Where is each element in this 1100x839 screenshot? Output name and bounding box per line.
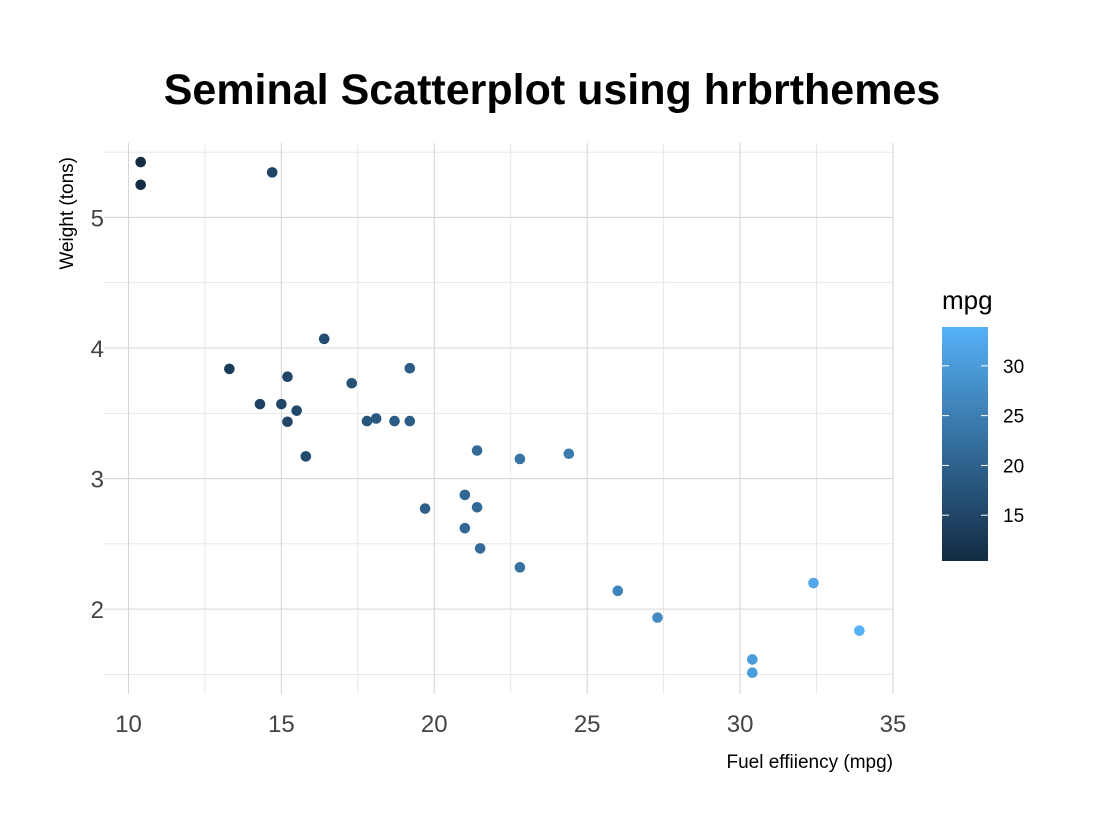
legend-tick-label: 25: [1003, 407, 1024, 428]
x-tick-label: 15: [268, 711, 295, 738]
data-point: [135, 179, 146, 191]
legend-tick-labels: 15 20 25 30: [942, 357, 1024, 527]
data-point: [404, 362, 416, 374]
data-point: [404, 415, 416, 427]
legend-tick-label: 15: [1003, 506, 1024, 527]
legend-colorbar: [942, 327, 988, 561]
legend-tick-label: 30: [1003, 357, 1024, 378]
data-point: [282, 371, 293, 383]
data-point: [459, 522, 471, 534]
data-point: [474, 543, 486, 554]
data-point: [514, 562, 526, 573]
data-point: [318, 333, 330, 345]
data-point: [389, 415, 400, 427]
data-point: [361, 415, 373, 427]
y-tick-label: 4: [91, 336, 104, 363]
data-point: [300, 451, 312, 462]
data-point: [135, 156, 146, 168]
major-gridlines: [104, 143, 894, 694]
data-point: [419, 503, 431, 514]
data-point: [370, 413, 382, 424]
y-axis-tick-labels: 2 3 4 5: [91, 205, 104, 624]
x-tick-label: 10: [115, 711, 142, 738]
chart-title: Seminal Scatterplot using hrbrthemes: [164, 66, 941, 114]
data-point: [471, 501, 483, 513]
data-point: [282, 416, 293, 428]
x-tick-label: 30: [727, 711, 754, 738]
data-point: [291, 405, 302, 416]
y-tick-label: 2: [91, 597, 104, 624]
data-point: [747, 654, 758, 665]
data-point: [254, 398, 266, 410]
x-axis-tick-labels: 10 15 20 25 30 35: [115, 711, 906, 738]
data-point: [854, 625, 865, 636]
data-point: [459, 489, 471, 501]
data-point: [276, 398, 287, 410]
data-point: [747, 667, 758, 679]
data-point: [808, 577, 819, 589]
data-point: [652, 612, 663, 623]
data-point: [471, 445, 483, 456]
x-tick-label: 35: [880, 711, 907, 738]
x-axis-label: Fuel effiiency (mpg): [727, 752, 894, 773]
legend-title: mpg: [942, 285, 993, 315]
color-legend: mpg 15 20 25 30: [942, 285, 1024, 561]
data-point: [514, 453, 526, 465]
x-tick-label: 20: [421, 711, 448, 738]
data-point: [612, 585, 624, 597]
data-points: [135, 156, 865, 679]
y-axis-label: Weight (tons): [57, 157, 78, 270]
legend-tick-label: 20: [1003, 456, 1024, 477]
data-point: [563, 448, 575, 460]
data-point: [224, 363, 235, 375]
minor-gridlines: [104, 143, 893, 694]
y-tick-label: 5: [91, 205, 104, 232]
data-point: [346, 377, 358, 389]
x-tick-label: 25: [574, 711, 601, 738]
y-tick-label: 3: [91, 467, 104, 494]
data-point: [266, 167, 278, 178]
